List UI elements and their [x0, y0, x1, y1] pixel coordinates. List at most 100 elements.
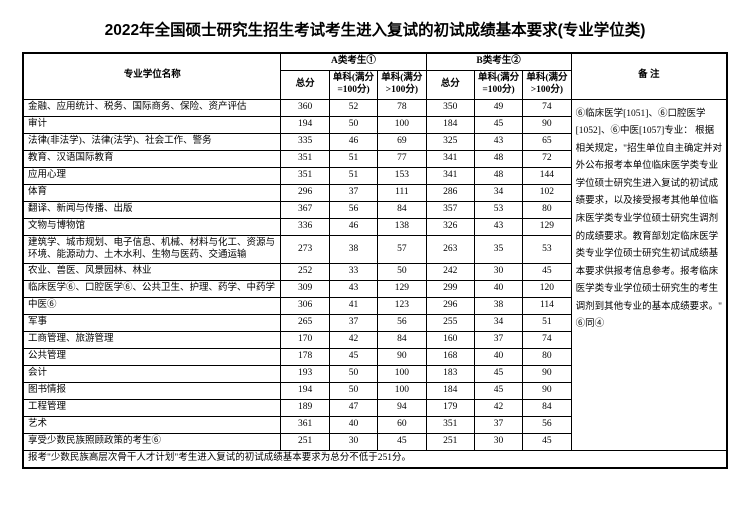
cell-score: 40 [474, 281, 522, 298]
cell-score: 37 [329, 315, 377, 332]
cell-major: 金融、应用统计、税务、国际商务、保险、资产评估 [23, 99, 281, 116]
notes-cell: ⑥临床医学[1051]、⑥口腔医学[1052]、⑥中医[1057]专业： 根据相… [571, 99, 727, 451]
cell-score: 296 [426, 298, 474, 315]
cell-score: 111 [378, 184, 426, 201]
th-a-total: 总分 [281, 70, 329, 99]
cell-score: 34 [474, 184, 522, 201]
th-b-sg100: 单科(满分>100分) [523, 70, 571, 99]
cell-major: 中医⑥ [23, 298, 281, 315]
cell-score: 160 [426, 332, 474, 349]
cell-score: 90 [378, 349, 426, 366]
cell-score: 263 [426, 235, 474, 264]
cell-score: 251 [281, 434, 329, 451]
cell-score: 84 [378, 201, 426, 218]
cell-score: 178 [281, 349, 329, 366]
cell-major: 工商管理、旅游管理 [23, 332, 281, 349]
cell-major: 艺术 [23, 417, 281, 434]
cell-score: 80 [523, 201, 571, 218]
th-b-s100: 单科(满分=100分) [474, 70, 522, 99]
cell-major: 审计 [23, 116, 281, 133]
cell-score: 357 [426, 201, 474, 218]
page-title: 2022年全国硕士研究生招生考试考生进入复试的初试成绩基本要求(专业学位类) [22, 18, 728, 40]
cell-score: 43 [474, 218, 522, 235]
cell-score: 49 [474, 99, 522, 116]
cell-score: 56 [378, 315, 426, 332]
cell-major: 会计 [23, 366, 281, 383]
cell-score: 45 [474, 383, 522, 400]
cell-major: 享受少数民族照顾政策的考生⑥ [23, 434, 281, 451]
cell-score: 129 [523, 218, 571, 235]
cell-score: 252 [281, 264, 329, 281]
cell-score: 184 [426, 116, 474, 133]
cell-score: 90 [523, 366, 571, 383]
cell-score: 33 [329, 264, 377, 281]
cell-score: 43 [474, 133, 522, 150]
cell-score: 50 [329, 366, 377, 383]
cell-score: 57 [378, 235, 426, 264]
cell-score: 336 [281, 218, 329, 235]
cell-major: 建筑学、城市规划、电子信息、机械、材料与化工、资源与环境、能源动力、土木水利、生… [23, 235, 281, 264]
cell-score: 48 [474, 167, 522, 184]
cell-major: 临床医学⑥、口腔医学⑥、公共卫生、护理、药学、中药学 [23, 281, 281, 298]
cell-score: 38 [474, 298, 522, 315]
footer-cell: 报考"少数民族高层次骨干人才计划"考生进入复试的初试成绩基本要求为总分不低于25… [23, 451, 727, 468]
th-group-b: B类考生② [426, 53, 571, 70]
cell-score: 299 [426, 281, 474, 298]
cell-major: 教育、汉语国际教育 [23, 150, 281, 167]
cell-score: 48 [474, 150, 522, 167]
cell-score: 242 [426, 264, 474, 281]
cell-score: 51 [329, 167, 377, 184]
cell-score: 72 [523, 150, 571, 167]
cell-score: 56 [523, 417, 571, 434]
th-major: 专业学位名称 [23, 53, 281, 99]
cell-score: 50 [329, 383, 377, 400]
cell-score: 50 [329, 116, 377, 133]
cell-score: 45 [474, 366, 522, 383]
cell-score: 194 [281, 116, 329, 133]
cell-score: 43 [329, 281, 377, 298]
cell-score: 335 [281, 133, 329, 150]
cell-score: 51 [329, 150, 377, 167]
cell-score: 251 [426, 434, 474, 451]
cell-score: 56 [329, 201, 377, 218]
cell-major: 军事 [23, 315, 281, 332]
cell-score: 351 [426, 417, 474, 434]
cell-score: 30 [474, 264, 522, 281]
cell-score: 45 [378, 434, 426, 451]
cell-score: 170 [281, 332, 329, 349]
cell-score: 193 [281, 366, 329, 383]
cell-score: 78 [378, 99, 426, 116]
cell-score: 30 [474, 434, 522, 451]
cell-score: 50 [378, 264, 426, 281]
cell-score: 350 [426, 99, 474, 116]
cell-score: 53 [523, 235, 571, 264]
cell-score: 194 [281, 383, 329, 400]
cell-score: 40 [329, 417, 377, 434]
cell-score: 46 [329, 218, 377, 235]
cell-major: 翻译、新闻与传播、出版 [23, 201, 281, 218]
cell-score: 367 [281, 201, 329, 218]
cell-score: 123 [378, 298, 426, 315]
cell-score: 129 [378, 281, 426, 298]
th-group-a: A类考生① [281, 53, 426, 70]
cell-score: 184 [426, 383, 474, 400]
cell-score: 351 [281, 150, 329, 167]
cell-score: 40 [474, 349, 522, 366]
cell-score: 65 [523, 133, 571, 150]
cell-score: 341 [426, 150, 474, 167]
footer-row: 报考"少数民族高层次骨干人才计划"考生进入复试的初试成绩基本要求为总分不低于25… [23, 451, 727, 468]
cell-score: 69 [378, 133, 426, 150]
cell-score: 102 [523, 184, 571, 201]
cell-score: 341 [426, 167, 474, 184]
cell-score: 153 [378, 167, 426, 184]
cell-major: 农业、兽医、风景园林、林业 [23, 264, 281, 281]
cell-score: 84 [523, 400, 571, 417]
cell-score: 80 [523, 349, 571, 366]
cell-score: 255 [426, 315, 474, 332]
cell-score: 30 [329, 434, 377, 451]
cell-score: 168 [426, 349, 474, 366]
cell-score: 306 [281, 298, 329, 315]
cell-score: 53 [474, 201, 522, 218]
cell-score: 45 [329, 349, 377, 366]
cell-score: 60 [378, 417, 426, 434]
